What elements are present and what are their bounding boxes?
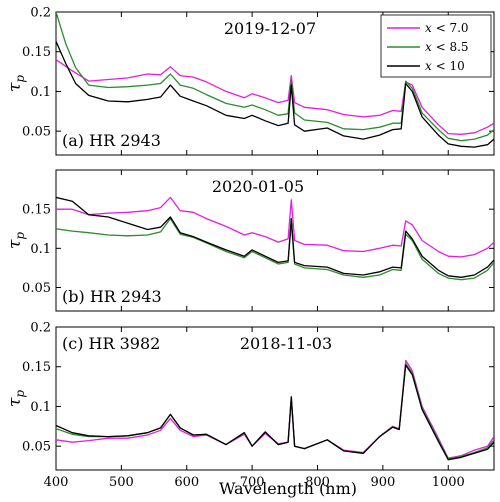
y-tick-label: 0.05 — [22, 281, 51, 296]
y-axis-label: τp — [5, 232, 27, 249]
series-line — [56, 359, 494, 459]
panel-date: 2020-01-05 — [212, 177, 304, 196]
series-line — [56, 217, 494, 281]
x-tick-label: 500 — [109, 475, 134, 490]
series-group — [56, 196, 494, 281]
legend-label: x < 7.0 — [425, 21, 469, 35]
panel-frame — [55, 11, 495, 156]
panel-frame — [55, 326, 495, 471]
x-tick-label: 700 — [240, 475, 265, 490]
y-tick-label: 0.1 — [30, 242, 51, 257]
panel-date: 2019-12-07 — [224, 19, 316, 38]
y-tick-label: 0.05 — [22, 125, 51, 140]
y-tick-label: 0.15 — [22, 360, 51, 375]
series-line — [56, 41, 494, 148]
x-tick-label: 800 — [305, 475, 330, 490]
x-tick-label: 600 — [174, 475, 199, 490]
legend: x < 7.0 x < 8.5 x < 10 — [380, 14, 492, 78]
panel-1: 0.05 0.1 0.15 0.2 τp 2019-12-07 (a) HR 2943 x <… — [5, 6, 495, 156]
x-tick-label: 1000 — [432, 475, 465, 490]
legend-label: x < 10 — [425, 59, 465, 73]
y-tick-label: 0.2 — [30, 6, 51, 21]
y-tick-label: 0.1 — [30, 400, 51, 415]
y-axis-label: τp — [5, 75, 27, 92]
series-line — [56, 59, 494, 135]
series-group — [56, 12, 494, 148]
y-tick-label: 0.15 — [22, 45, 51, 60]
panel-label: (a) HR 2943 — [62, 131, 161, 150]
series-line — [56, 364, 494, 461]
panel-2: 0.05 0.1 0.15 τp 2020-01-05 (b) HR 2943 — [5, 169, 495, 312]
x-tick-label: 400 — [44, 475, 69, 490]
series-line — [56, 196, 494, 258]
panel-frame — [55, 169, 495, 312]
x-axis-label: Wavelength (nm) — [219, 479, 357, 498]
panel-label: (b) HR 2943 — [62, 287, 162, 306]
series-line — [56, 196, 494, 278]
y-tick-label: 0.05 — [22, 440, 51, 455]
y-tick-label: 0.1 — [30, 85, 51, 100]
panels: 0.05 0.1 0.15 0.2 τp 2019-12-07 (a) HR 2943 x <… — [5, 6, 495, 490]
panel-3: 0.05 0.1 0.15 0.2 400 500 600 700 800 900 1000 τp 20… — [5, 321, 495, 490]
y-tick-label: 0.15 — [22, 203, 51, 218]
x-tick-label: 900 — [370, 475, 395, 490]
panel-date: 2018-11-03 — [240, 334, 332, 353]
legend-label: x < 8.5 — [425, 40, 469, 54]
series-line — [56, 362, 494, 460]
y-tick-label: 0.2 — [30, 321, 51, 336]
panel-label: (c) HR 3982 — [62, 334, 160, 353]
series-group — [56, 359, 494, 461]
y-axis-label: τp — [5, 390, 27, 407]
